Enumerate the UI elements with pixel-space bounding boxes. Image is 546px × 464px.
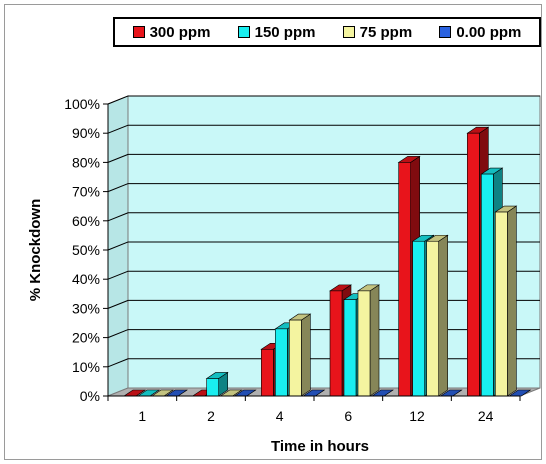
x-tick-label: 6 [344,408,352,424]
x-tick-label: 12 [409,408,425,424]
bar-front [412,240,425,397]
legend-label-300ppm: 300 ppm [149,23,211,41]
legend-swatch-0ppm [439,26,452,38]
bar-front [467,132,480,397]
y-tick-label: 100% [64,96,100,112]
bar-front [261,348,274,397]
bar-front [206,378,219,397]
bar-side [438,234,448,397]
y-tick-label: 70% [72,184,100,200]
legend-label-75ppm: 75 ppm [359,23,413,41]
y-tick-label: 90% [72,125,100,141]
bar-front [357,290,371,397]
bar-front [426,240,439,397]
y-axis-title: % Knockdown [27,199,44,302]
bar-front [275,328,288,397]
bar-side [369,284,380,397]
bars [123,126,532,397]
bar-front [329,290,343,397]
bar-side [301,313,311,397]
gridline [107,124,540,134]
gridline [107,95,540,105]
x-tick-label: 1 [138,408,146,424]
y-tick-label: 30% [72,300,100,316]
gridline [107,153,540,163]
bar [205,371,229,397]
x-tick-label: 24 [478,408,494,424]
bar [288,313,312,397]
y-tick-label: 10% [72,359,100,375]
x-axis-title: Time in hours [271,438,369,455]
legend-swatch-300ppm [132,26,145,38]
y-axis-ticks: 0% 10% 20% 30% 40% 50% 60% 70% 80% 90% 100% [64,96,109,404]
legend-item-0ppm: 0.00 ppm [439,24,521,41]
legend-swatch-75ppm [342,26,355,38]
x-tick-label: 2 [207,408,215,424]
y-tick-label: 0% [80,388,100,404]
y-tick-label: 60% [72,213,100,229]
bar-front [398,162,411,397]
bar [494,205,518,397]
bar-front [343,299,357,397]
bar-front [495,211,508,397]
bar [425,234,449,397]
y-tick-label: 40% [72,271,100,287]
bar [357,284,380,397]
x-tick-label: 4 [276,408,284,424]
legend-swatch-150ppm [237,26,250,38]
y-tick-label: 20% [72,330,100,346]
bar-front [481,173,494,397]
bar-side [507,205,517,397]
legend-item-150ppm: 150 ppm [237,23,316,41]
y-tick-label: 50% [72,242,100,258]
legend-item-75ppm: 75 ppm [342,23,413,41]
chart-legend: 300 ppm 150 ppm 75 ppm 0.00 ppm [113,17,541,47]
legend-label-150ppm: 150 ppm [254,23,316,41]
y-tick-label: 80% [72,154,100,170]
legend-item-300ppm: 300 ppm [132,23,211,41]
bar-front [289,319,302,397]
x-axis-ticks: 1 2 4 6 12 24 [107,395,521,424]
legend-label-0ppm: 0.00 ppm [456,23,522,41]
